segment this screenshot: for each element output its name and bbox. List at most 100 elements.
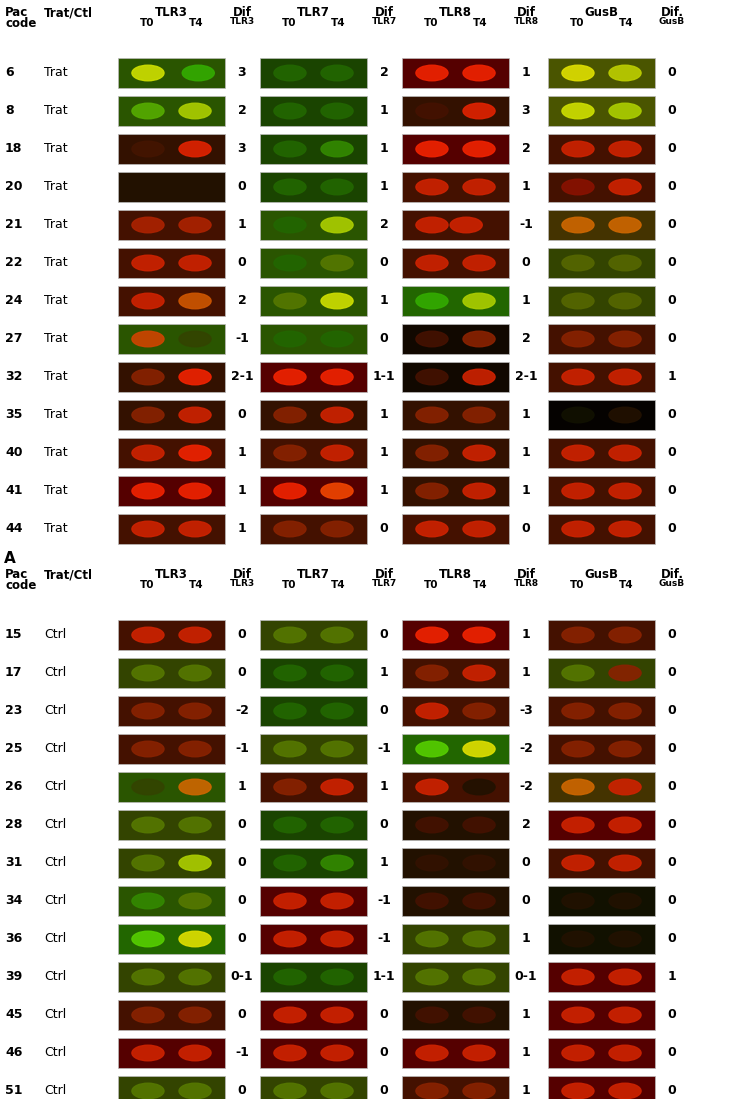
- Ellipse shape: [562, 218, 594, 233]
- Text: 1: 1: [522, 409, 530, 422]
- Ellipse shape: [609, 818, 641, 833]
- Ellipse shape: [274, 369, 306, 385]
- Ellipse shape: [463, 779, 495, 795]
- Ellipse shape: [132, 408, 164, 423]
- Ellipse shape: [179, 779, 211, 795]
- FancyBboxPatch shape: [260, 771, 367, 802]
- FancyBboxPatch shape: [260, 886, 367, 915]
- Text: 1: 1: [237, 780, 246, 793]
- Ellipse shape: [562, 893, 594, 909]
- Ellipse shape: [416, 369, 448, 385]
- Ellipse shape: [274, 1084, 306, 1099]
- Ellipse shape: [562, 331, 594, 347]
- Text: 1: 1: [522, 180, 530, 193]
- Ellipse shape: [609, 103, 641, 119]
- FancyBboxPatch shape: [118, 1076, 225, 1099]
- Text: 40: 40: [5, 446, 22, 459]
- Ellipse shape: [321, 1045, 353, 1061]
- Text: Dif.: Dif.: [661, 568, 684, 581]
- Ellipse shape: [463, 969, 495, 985]
- FancyBboxPatch shape: [402, 286, 509, 317]
- Ellipse shape: [321, 855, 353, 870]
- Ellipse shape: [463, 893, 495, 909]
- Text: 1: 1: [522, 629, 530, 642]
- Text: 0: 0: [667, 743, 676, 755]
- Ellipse shape: [179, 628, 211, 643]
- Ellipse shape: [416, 628, 448, 643]
- Ellipse shape: [321, 1007, 353, 1023]
- Text: Trat: Trat: [44, 522, 68, 535]
- Text: TLR8: TLR8: [513, 579, 539, 588]
- FancyBboxPatch shape: [548, 286, 655, 317]
- Text: 1: 1: [237, 446, 246, 459]
- Ellipse shape: [609, 179, 641, 195]
- Ellipse shape: [416, 665, 448, 680]
- Text: T4: T4: [619, 580, 633, 590]
- FancyBboxPatch shape: [548, 210, 655, 240]
- Ellipse shape: [562, 179, 594, 195]
- Ellipse shape: [562, 484, 594, 499]
- FancyBboxPatch shape: [260, 362, 367, 392]
- Text: code: code: [5, 16, 36, 30]
- Text: TLR7: TLR7: [297, 5, 330, 19]
- FancyBboxPatch shape: [118, 734, 225, 764]
- Ellipse shape: [321, 141, 353, 157]
- Ellipse shape: [321, 628, 353, 643]
- FancyBboxPatch shape: [548, 439, 655, 468]
- Text: 2: 2: [522, 819, 530, 832]
- Text: 0: 0: [667, 666, 676, 679]
- Ellipse shape: [562, 369, 594, 385]
- Text: Ctrl: Ctrl: [44, 1046, 66, 1059]
- Ellipse shape: [179, 179, 211, 195]
- Text: 8: 8: [5, 104, 13, 118]
- Text: Trat: Trat: [44, 256, 68, 269]
- Ellipse shape: [179, 445, 211, 460]
- FancyBboxPatch shape: [118, 658, 225, 688]
- Text: T4: T4: [189, 580, 203, 590]
- FancyBboxPatch shape: [402, 96, 509, 126]
- Ellipse shape: [463, 818, 495, 833]
- Text: GusB: GusB: [659, 16, 685, 26]
- Text: Dif: Dif: [374, 5, 394, 19]
- Ellipse shape: [416, 255, 448, 270]
- FancyBboxPatch shape: [260, 658, 367, 688]
- FancyBboxPatch shape: [118, 620, 225, 650]
- Text: Ctrl: Ctrl: [44, 970, 66, 984]
- Ellipse shape: [463, 1007, 495, 1023]
- Text: 1: 1: [667, 370, 676, 384]
- Ellipse shape: [609, 484, 641, 499]
- FancyBboxPatch shape: [548, 58, 655, 88]
- Ellipse shape: [416, 521, 448, 536]
- Text: Ctrl: Ctrl: [44, 780, 66, 793]
- Ellipse shape: [132, 141, 164, 157]
- Ellipse shape: [274, 931, 306, 947]
- Ellipse shape: [132, 65, 164, 81]
- Ellipse shape: [416, 893, 448, 909]
- Ellipse shape: [609, 65, 641, 81]
- Ellipse shape: [609, 255, 641, 270]
- Ellipse shape: [132, 703, 164, 719]
- Text: 2: 2: [522, 143, 530, 155]
- Ellipse shape: [463, 484, 495, 499]
- FancyBboxPatch shape: [118, 96, 225, 126]
- FancyBboxPatch shape: [118, 286, 225, 317]
- Text: T0: T0: [140, 18, 154, 27]
- FancyBboxPatch shape: [118, 476, 225, 506]
- Ellipse shape: [132, 218, 164, 233]
- Text: 34: 34: [5, 895, 22, 908]
- FancyBboxPatch shape: [260, 400, 367, 430]
- Text: 0: 0: [667, 219, 676, 232]
- Ellipse shape: [321, 703, 353, 719]
- Text: 0: 0: [667, 446, 676, 459]
- Text: 0: 0: [379, 704, 388, 718]
- Text: 1: 1: [379, 180, 388, 193]
- Ellipse shape: [416, 141, 448, 157]
- FancyBboxPatch shape: [548, 658, 655, 688]
- FancyBboxPatch shape: [260, 173, 367, 202]
- Ellipse shape: [609, 855, 641, 870]
- Text: T0: T0: [423, 18, 438, 27]
- FancyBboxPatch shape: [260, 1076, 367, 1099]
- FancyBboxPatch shape: [402, 658, 509, 688]
- Text: 0: 0: [667, 895, 676, 908]
- FancyBboxPatch shape: [548, 514, 655, 544]
